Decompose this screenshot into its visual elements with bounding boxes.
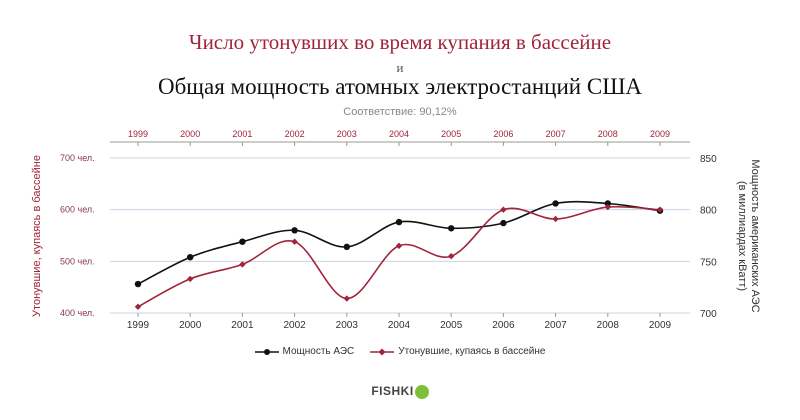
bottom-tick-label: 2007 (544, 320, 567, 331)
right-tick-label: 700 (700, 309, 717, 320)
chart-subtitle: Соответствие: 90,12% (343, 106, 457, 118)
data-point-black (552, 200, 559, 207)
data-point-red (448, 252, 455, 260)
legend-swatch-black (254, 348, 279, 355)
bottom-tick-label: 2004 (388, 320, 411, 331)
data-point-black (395, 218, 403, 226)
series-line-red (137, 205, 661, 308)
legend-item-red: Утонувшие, купаясь в бассейне (370, 346, 545, 357)
bottom-tick-label: 2008 (597, 320, 620, 331)
bottom-tick-label: 2009 (649, 320, 672, 331)
right-tick-label: 850 (700, 154, 717, 165)
bottom-tick-label: 2000 (179, 320, 202, 331)
right-axis-label-units: (в миллиардах кВатт) (736, 181, 748, 291)
logo-text: FISHKI (371, 384, 414, 398)
bottom-tick-label: 2006 (492, 320, 515, 331)
data-point-red (604, 203, 611, 211)
data-point-black (604, 200, 611, 207)
data-point-red (500, 206, 507, 213)
left-tick-label: 500 чел. (60, 256, 95, 266)
data-point-black (187, 254, 194, 261)
top-tick-label: 2005 (441, 129, 461, 139)
bottom-tick-label: 2001 (231, 320, 254, 331)
data-point-red (239, 261, 246, 268)
legend-label-black: Мощность АЭС (282, 346, 355, 357)
left-tick-label: 700 чел. (60, 153, 95, 163)
data-point-black (239, 238, 246, 245)
data-point-red (656, 206, 664, 213)
chart-title-red: Число утонувших во время купания в бассе… (188, 30, 612, 54)
chart-title-connector: и (396, 60, 404, 75)
left-tick-label: 600 чел. (60, 205, 95, 215)
data-point-red (552, 215, 559, 223)
chart-title-black: Общая мощность атомных электростанций СШ… (158, 74, 642, 99)
right-tick-label: 800 (700, 206, 717, 217)
data-point-red (291, 238, 298, 245)
data-point-red (134, 303, 142, 310)
left-axis-label: Утонувшие, купаясь в бассейне (31, 155, 43, 317)
left-tick-label: 400 чел. (60, 308, 95, 318)
legend-swatch-red (370, 348, 395, 355)
legend-item-black: Мощность АЭС (254, 346, 355, 357)
data-point-red (187, 275, 194, 283)
logo-dot-icon (414, 384, 429, 399)
top-tick-label: 2001 (232, 129, 252, 139)
top-tick-label: 2000 (180, 129, 200, 139)
data-point-red (343, 295, 350, 302)
fishki-logo: FISHKI (0, 384, 800, 399)
top-tick-label: 2004 (389, 129, 409, 139)
data-point-red (395, 242, 403, 250)
right-axis-label: Мощность американских АЭС (749, 159, 761, 312)
data-point-black (291, 227, 298, 234)
data-point-black (134, 280, 142, 288)
bottom-tick-label: 2002 (283, 320, 306, 331)
top-tick-label: 1999 (128, 129, 148, 139)
top-tick-label: 2008 (598, 129, 618, 139)
top-tick-label: 2007 (546, 129, 566, 139)
legend-label-red: Утонувшие, купаясь в бассейне (398, 346, 546, 357)
bottom-tick-label: 1999 (127, 320, 150, 331)
top-tick-label: 2002 (285, 129, 305, 139)
data-point-black (500, 219, 507, 227)
data-point-black (448, 225, 455, 232)
bottom-tick-label: 2005 (440, 320, 463, 331)
data-point-black (343, 243, 350, 251)
top-tick-label: 2006 (493, 129, 513, 139)
top-tick-label: 2009 (650, 129, 670, 139)
bottom-tick-label: 2003 (336, 320, 359, 331)
chart-legend: Мощность АЭС Утонувшие, купаясь в бассей… (0, 346, 800, 357)
top-tick-label: 2003 (337, 129, 357, 139)
right-tick-label: 750 (700, 257, 717, 268)
